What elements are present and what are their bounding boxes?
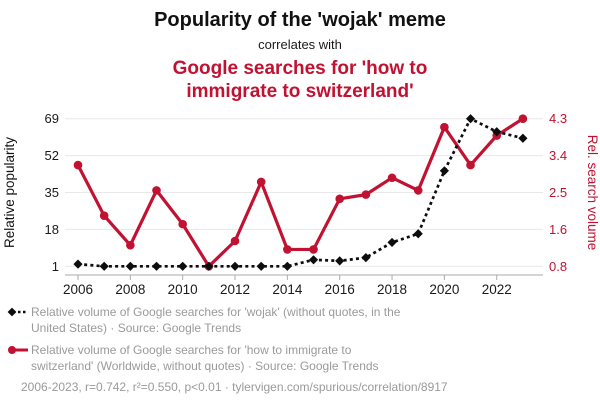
switzerland-series-marker-icon [8,346,28,355]
legend-item-switzerland: Relative volume of Google searches for '… [7,342,600,374]
data-point [335,194,345,204]
chart-canvas: 2006 2008 2010 2012 2014 2016 2018 2020 2022 1 18 3… [2,111,600,297]
data-point [151,261,162,272]
data-point [466,160,475,170]
data-point [125,261,135,272]
data-point [308,255,319,265]
x-axis: 2006 2008 2010 2012 2014 2016 2018 2020 2022 [63,274,543,297]
data-point [387,237,397,248]
data-point [440,122,449,132]
data-point [230,261,240,272]
left-tick-label: 35 [45,185,59,200]
data-point [256,261,266,272]
x-tick-label: 2006 [63,282,93,297]
gridlines [65,118,543,267]
correlates-with-label: correlates with [258,37,342,52]
data-point [518,133,528,143]
chart-header: Popularity of the 'wojak' meme correlate… [0,9,600,103]
data-point [178,261,188,272]
data-point [73,259,83,269]
data-point [283,245,292,254]
x-tick-label: 2018 [377,282,407,297]
chart-area: 2006 2008 2010 2012 2014 2016 2018 2020 2022 1 18 3… [0,103,600,299]
x-tick-label: 2020 [429,282,459,297]
data-point [361,190,371,200]
x-tick-label: 2016 [325,282,355,297]
data-point [152,186,161,195]
right-tick-label: 1.6 [549,222,567,237]
legend-label-switzerland: Relative volume of Google searches for '… [31,343,379,374]
data-point [204,261,214,272]
chart-subtitle-line2: immigrate to switzerland' [186,80,414,102]
data-point [518,114,528,124]
data-point [126,241,135,250]
data-point [99,211,109,221]
data-point [309,245,318,254]
data-point [335,256,345,266]
page-title: Popularity of the 'wojak' meme [154,9,446,31]
legend-label-wojak: Relative volume of Google searches for '… [31,305,401,336]
data-point [387,173,397,183]
right-axis-title: Rel. search volume [585,135,600,251]
stats-footer: 2006-2023, r=0.742, r²=0.550, p<0.01 · t… [21,380,448,395]
right-tick-label: 0.8 [549,259,567,274]
legend: Relative volume of Google searches for '… [0,304,600,374]
data-point [73,160,83,170]
left-tick-label: 52 [45,148,59,163]
left-axis-title: Relative popularity [2,137,17,248]
legend-item-wojak: Relative volume of Google searches for '… [7,304,600,336]
data-point [282,261,292,272]
chart-subtitle: Google searches for 'how to immigrate to… [0,58,600,103]
left-tick-label: 1 [52,259,59,274]
x-tick-label: 2022 [482,282,512,297]
data-point [230,236,240,246]
data-point [256,177,266,187]
x-tick-label: 2010 [168,282,198,297]
right-tick-label: 2.5 [549,185,567,200]
chart-subtitle-line1: Google searches for 'how to [172,58,428,80]
data-point [413,186,423,195]
data-point [492,127,502,137]
left-axis-ticks: 1 18 35 52 69 [45,111,59,274]
left-tick-label: 69 [45,111,59,126]
x-tick-label: 2012 [220,282,250,297]
data-point [178,219,187,229]
x-tick-label: 2014 [272,282,303,297]
right-axis-ticks: 0.8 1.6 2.5 3.4 4.3 [549,111,567,274]
data-point [439,166,449,176]
wojak-series-marker-icon [7,307,28,317]
data-point [99,261,109,272]
right-tick-label: 3.4 [549,148,567,163]
data-point [413,229,423,239]
right-tick-label: 4.3 [549,111,567,126]
left-tick-label: 18 [45,222,59,237]
data-point [465,114,476,124]
data-point [361,253,371,263]
x-tick-label: 2008 [115,282,145,297]
